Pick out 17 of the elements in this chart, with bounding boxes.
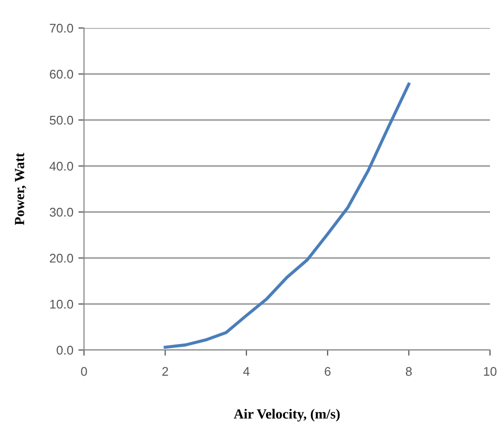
y-tick-label: 10.0 bbox=[50, 300, 74, 309]
y-tick-label: 70.0 bbox=[50, 24, 74, 33]
x-tick-label: 8 bbox=[406, 366, 412, 376]
y-axis-title: Power, Watt bbox=[14, 152, 26, 226]
y-tick-label: 0.0 bbox=[56, 346, 74, 355]
x-tick-label: 6 bbox=[324, 366, 331, 376]
x-axis-title: Air Velocity, (m/s) bbox=[234, 408, 340, 422]
y-tick-label: 50.0 bbox=[50, 116, 74, 125]
y-tick-label: 20.0 bbox=[50, 254, 74, 263]
x-tick-label: 0 bbox=[81, 366, 87, 376]
x-tick-label: 10 bbox=[484, 366, 496, 376]
y-tick-label: 40.0 bbox=[50, 162, 74, 171]
line-series bbox=[164, 82, 410, 349]
y-tick-label: 30.0 bbox=[50, 208, 74, 217]
x-tick-label: 2 bbox=[162, 366, 168, 376]
y-tick-label: 60.0 bbox=[50, 70, 74, 79]
x-tick-label: 4 bbox=[243, 367, 250, 376]
